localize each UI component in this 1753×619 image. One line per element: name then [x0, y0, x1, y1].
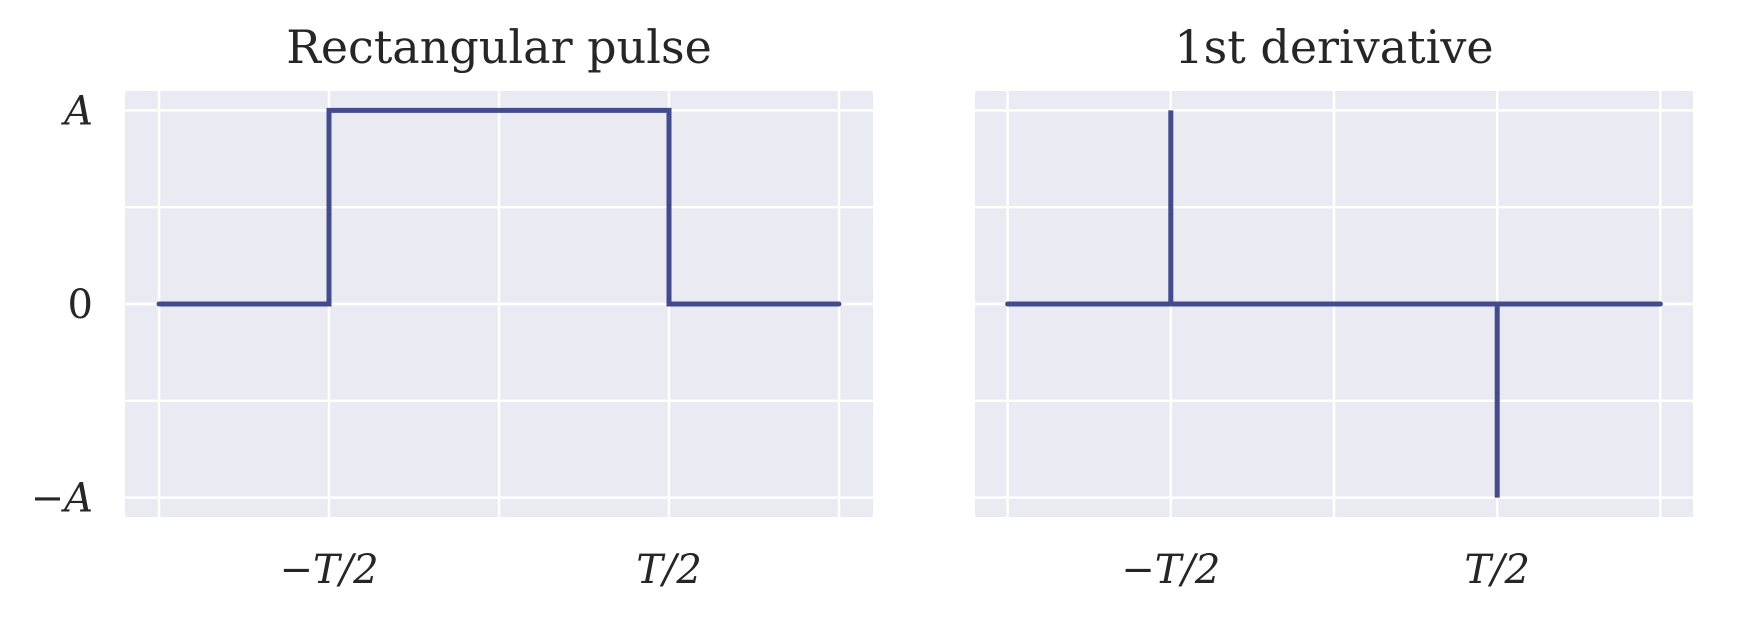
chart-title: 1st derivative	[1174, 20, 1493, 74]
series-line	[156, 107, 842, 307]
y-tick-label: A	[60, 88, 93, 134]
series-line	[1005, 110, 1663, 498]
chart-panel-derivative: 1st derivative −T/2 T/2	[975, 20, 1693, 593]
chart-panel-pulse: Rectangular pulse −T/2 T/2 −A 0 A	[31, 20, 873, 593]
x-tick-label: T/2	[636, 547, 702, 593]
x-tick-label: −T/2	[1121, 547, 1220, 593]
x-tick-label: −T/2	[279, 547, 378, 593]
y-tick-label: 0	[68, 282, 93, 328]
y-tick-label: −A	[31, 476, 93, 522]
chart-title: Rectangular pulse	[286, 20, 712, 74]
x-tick-label: T/2	[1464, 547, 1530, 593]
